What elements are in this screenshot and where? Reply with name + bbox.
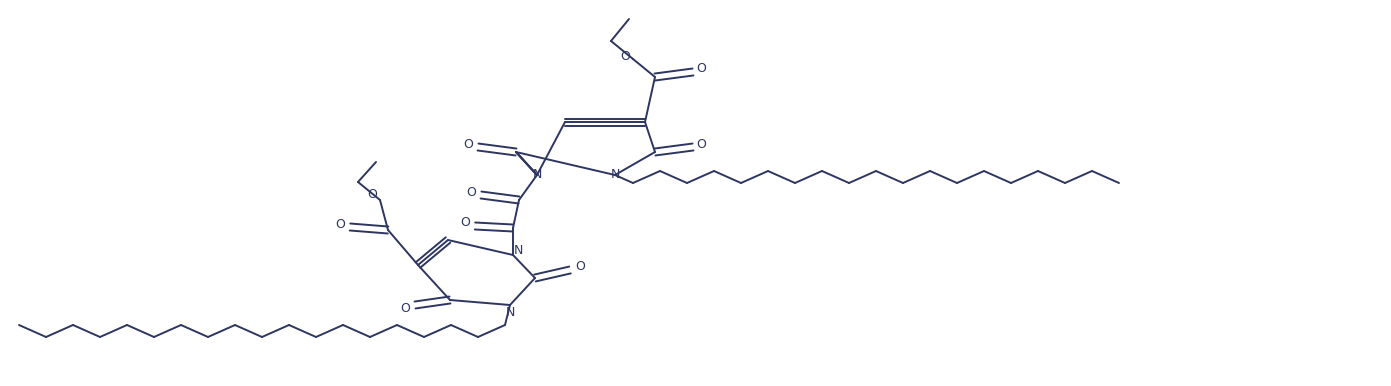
Text: N: N [611, 169, 619, 181]
Text: O: O [460, 217, 470, 230]
Text: O: O [696, 137, 707, 151]
Text: O: O [466, 186, 476, 198]
Text: O: O [620, 49, 630, 63]
Text: O: O [574, 261, 586, 274]
Text: N: N [505, 306, 515, 320]
Text: O: O [401, 301, 410, 315]
Text: O: O [367, 188, 377, 201]
Text: N: N [533, 169, 541, 181]
Text: O: O [696, 63, 707, 76]
Text: O: O [463, 137, 473, 151]
Text: O: O [335, 217, 345, 230]
Text: N: N [513, 244, 523, 257]
